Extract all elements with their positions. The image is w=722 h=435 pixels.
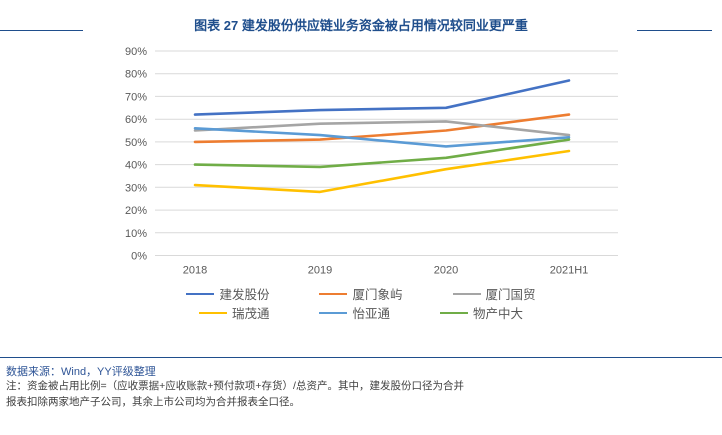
svg-text:2021H1: 2021H1 bbox=[550, 265, 589, 277]
svg-text:30%: 30% bbox=[125, 182, 147, 194]
svg-text:2018: 2018 bbox=[183, 265, 207, 277]
svg-text:2020: 2020 bbox=[434, 265, 458, 277]
svg-text:90%: 90% bbox=[125, 46, 147, 58]
svg-text:10%: 10% bbox=[125, 228, 147, 240]
svg-text:60%: 60% bbox=[125, 114, 147, 126]
svg-text:2019: 2019 bbox=[308, 265, 332, 277]
svg-text:20%: 20% bbox=[125, 205, 147, 217]
svg-text:70%: 70% bbox=[125, 91, 147, 103]
svg-text:40%: 40% bbox=[125, 160, 147, 172]
svg-text:80%: 80% bbox=[125, 69, 147, 81]
svg-text:50%: 50% bbox=[125, 137, 147, 149]
svg-text:0%: 0% bbox=[131, 251, 147, 263]
